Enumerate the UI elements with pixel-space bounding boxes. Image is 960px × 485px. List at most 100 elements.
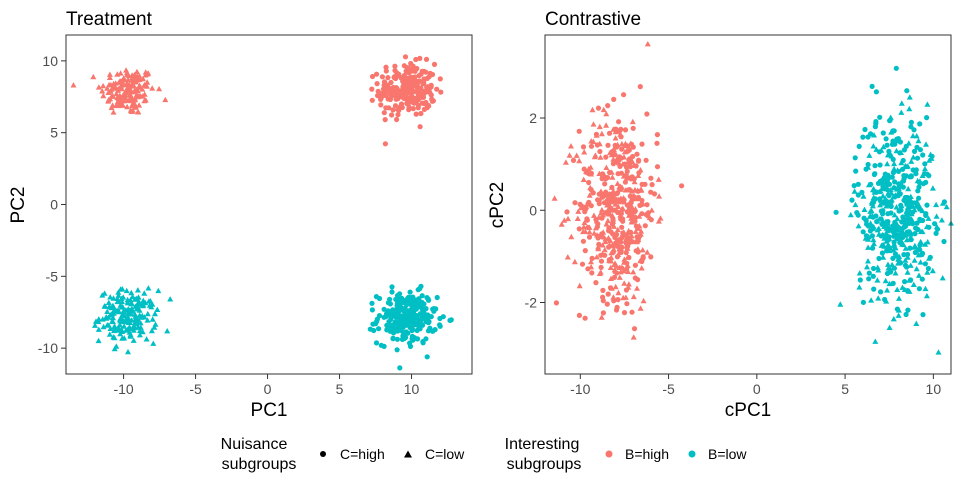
data-point [619, 146, 625, 152]
data-point [910, 167, 916, 173]
data-point [381, 343, 387, 349]
data-point [398, 327, 404, 333]
data-point [891, 185, 897, 191]
data-point [386, 319, 392, 325]
data-point [598, 264, 604, 270]
data-point [438, 89, 444, 95]
data-point [855, 223, 862, 229]
data-point [568, 143, 574, 149]
data-point [635, 238, 641, 245]
contrastive-title: Contrastive [545, 9, 641, 30]
y-tick-label: 0 [50, 197, 58, 213]
data-point [110, 304, 117, 310]
data-point [369, 86, 375, 92]
data-point [894, 234, 901, 240]
data-point [411, 100, 417, 106]
legend: Nuisance subgroups C=high C=low Interest… [221, 436, 748, 473]
data-point [595, 221, 601, 227]
data-point [908, 174, 914, 180]
data-point [588, 170, 595, 176]
data-point [597, 148, 603, 155]
data-point [611, 191, 617, 197]
data-point [128, 305, 135, 312]
data-point [586, 229, 593, 235]
data-point [873, 89, 880, 95]
data-point [898, 260, 904, 266]
data-point [407, 343, 414, 349]
data-point [900, 214, 906, 220]
data-point [369, 307, 375, 313]
data-point [636, 170, 642, 176]
data-point [424, 354, 430, 360]
data-point [379, 74, 385, 80]
data-point [133, 86, 140, 92]
data-point [117, 94, 123, 100]
data-point [128, 289, 135, 296]
data-point [881, 186, 888, 192]
data-point [896, 208, 902, 214]
data-point [894, 286, 901, 292]
data-point [144, 310, 151, 317]
data-point [603, 189, 609, 195]
data-point [870, 236, 877, 243]
data-point [873, 121, 879, 127]
data-point [412, 322, 419, 328]
data-point [886, 148, 892, 154]
data-point [576, 282, 583, 289]
data-point [626, 175, 632, 181]
data-point [899, 284, 906, 290]
data-point [870, 240, 877, 247]
y-tick-label: -2 [525, 295, 538, 311]
data-point [629, 213, 635, 219]
data-point [141, 290, 148, 296]
data-point [150, 340, 157, 346]
y-tick-label: -10 [38, 340, 58, 356]
data-point [892, 179, 898, 185]
data-point [892, 194, 898, 200]
data-point [120, 102, 126, 108]
data-point [367, 326, 373, 332]
data-point [144, 317, 151, 323]
data-point [600, 298, 606, 304]
data-point [115, 292, 122, 298]
data-point [582, 209, 588, 215]
data-point [600, 287, 606, 293]
data-point [602, 236, 609, 242]
data-point [859, 189, 865, 195]
data-point [581, 166, 587, 172]
data-point [924, 202, 930, 208]
data-point [885, 237, 892, 243]
data-point [603, 154, 609, 160]
data-point [603, 176, 609, 182]
data-point [100, 82, 107, 89]
data-point [885, 199, 892, 205]
data-point [385, 96, 391, 102]
data-point [907, 204, 913, 210]
data-point [929, 185, 936, 191]
data-point [426, 319, 432, 325]
data-point [126, 319, 133, 325]
data-point [629, 118, 636, 125]
data-point [614, 304, 620, 310]
data-point [856, 284, 863, 290]
data-point [419, 299, 425, 305]
contrastive-panel: Contrastive -10 -5 0 5 10 -2 0 2 cPC1 cPC2 [487, 9, 954, 421]
treatment-title: Treatment [66, 9, 153, 30]
data-point [615, 158, 621, 164]
data-point [610, 216, 616, 222]
data-point [428, 314, 434, 320]
data-point [885, 211, 891, 217]
data-point [601, 246, 608, 253]
data-point [606, 130, 613, 136]
data-point [926, 224, 932, 230]
data-point [883, 136, 889, 142]
data-point [404, 297, 410, 303]
data-point [882, 277, 889, 284]
data-point [851, 183, 857, 189]
data-point [106, 331, 113, 337]
data-point [865, 161, 871, 168]
x-tick-label: 0 [753, 381, 761, 397]
data-point [151, 324, 158, 330]
data-point [581, 149, 588, 155]
data-point [914, 155, 921, 161]
